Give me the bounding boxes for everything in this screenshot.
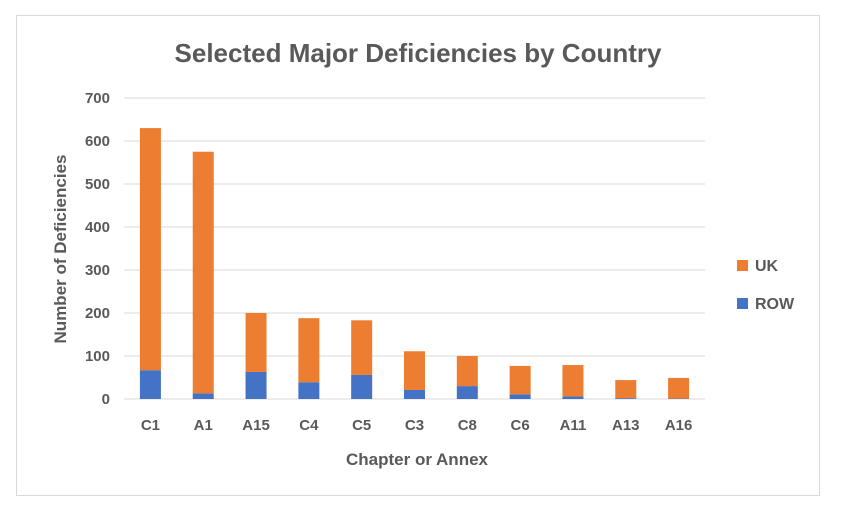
- x-tick-label: A11: [560, 417, 587, 434]
- x-tick-label: C3: [405, 417, 424, 434]
- y-axis-label: Number of Deficiencies: [51, 155, 70, 344]
- x-tick-label: C5: [352, 417, 371, 434]
- bar-uk-a16: [668, 377, 690, 399]
- bar-uk-c1: [139, 128, 161, 371]
- x-tick-label: C8: [458, 417, 477, 434]
- legend: UK ROW: [737, 258, 795, 313]
- bar-row-a1: [192, 393, 214, 399]
- bar-uk-a11: [562, 365, 584, 397]
- legend-swatch-uk: [737, 260, 748, 271]
- bar-uk-c6: [509, 365, 531, 395]
- x-tick-label: C4: [299, 417, 319, 434]
- bar-row-a15: [245, 371, 267, 399]
- bar-row-c4: [298, 382, 320, 399]
- y-tick-label: 500: [85, 176, 110, 193]
- y-tick-label: 400: [85, 219, 110, 236]
- y-tick-label: 300: [85, 262, 110, 279]
- bar-row-c1: [139, 370, 161, 399]
- x-axis-label: Chapter or Annex: [346, 450, 489, 469]
- bar-uk-c8: [456, 356, 478, 387]
- x-tick-label: A16: [665, 417, 693, 434]
- bar-uk-c4: [298, 318, 320, 383]
- y-tick-label: 100: [85, 348, 110, 365]
- legend-label-row: ROW: [755, 296, 795, 313]
- x-tick-label: A13: [612, 417, 640, 434]
- y-tick-labels: 0 100 200 300 400 500 600 700: [85, 90, 110, 408]
- x-tick-label: A1: [194, 417, 213, 434]
- y-tick-label: 200: [85, 305, 110, 322]
- bar-row-c6: [509, 394, 531, 399]
- y-tick-label: 0: [102, 391, 110, 408]
- x-tick-labels: C1 A1 A15 C4 C5 C3 C8 C6 A11 A13 A16: [141, 417, 693, 434]
- bar-row-a13: [615, 398, 637, 399]
- legend-swatch-row: [737, 298, 748, 309]
- gridlines: [124, 97, 705, 400]
- y-tick-label: 700: [85, 90, 110, 107]
- legend-label-uk: UK: [755, 258, 779, 275]
- stacked-bar-chart: Selected Major Deficiencies by Country 0…: [51, 38, 795, 469]
- bar-uk-c3: [404, 351, 425, 390]
- bars: [139, 128, 690, 399]
- x-tick-label: C6: [511, 417, 530, 434]
- chart-frame: Selected Major Deficiencies by Country 0…: [16, 15, 820, 496]
- y-tick-label: 600: [85, 133, 110, 150]
- bar-uk-a13: [615, 380, 637, 399]
- bar-uk-a1: [192, 151, 214, 394]
- bar-row-a11: [562, 396, 584, 399]
- x-tick-label: C1: [141, 417, 160, 434]
- bar-row-c8: [456, 386, 478, 399]
- x-tick-label: A15: [242, 417, 270, 434]
- chart-title: Selected Major Deficiencies by Country: [175, 38, 662, 68]
- bar-uk-a15: [245, 313, 267, 372]
- bar-row-c3: [404, 389, 425, 399]
- bar-uk-c5: [351, 320, 373, 375]
- bar-row-c5: [351, 374, 373, 399]
